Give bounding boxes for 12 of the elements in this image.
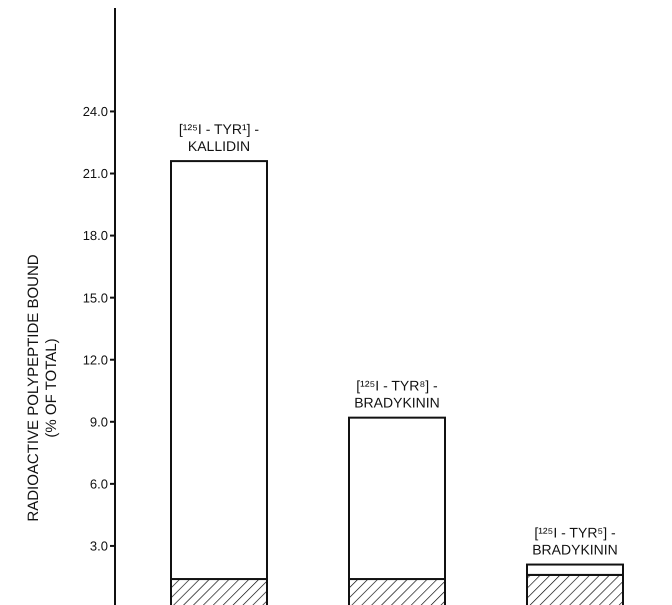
y-tick-label: 9.0: [90, 414, 108, 430]
y-tick-label: 21.0: [82, 166, 108, 182]
y-tick-label: 24.0: [82, 104, 108, 120]
x-tick-label: [¹²⁵I - TYR¹] - KALLIDIN: [178, 121, 260, 154]
x-tick-label: [¹²⁵I - TYR⁵] - BRADYKININ: [532, 524, 618, 558]
y-tick-label: 6.0: [90, 476, 108, 492]
y-tick-label: 3.0: [90, 538, 108, 554]
x-tick-label: [¹²⁵I - TYR⁸] - BRADYKININ: [354, 378, 440, 411]
y-axis-title: RADIOACTIVE POLYPEPTIDE BOUND (% OF TOTAL): [25, 254, 60, 522]
y-tick-label: 18.0: [82, 228, 108, 244]
y-tick-label: 12.0: [82, 352, 108, 368]
y-tick-label: 15.0: [82, 290, 108, 306]
